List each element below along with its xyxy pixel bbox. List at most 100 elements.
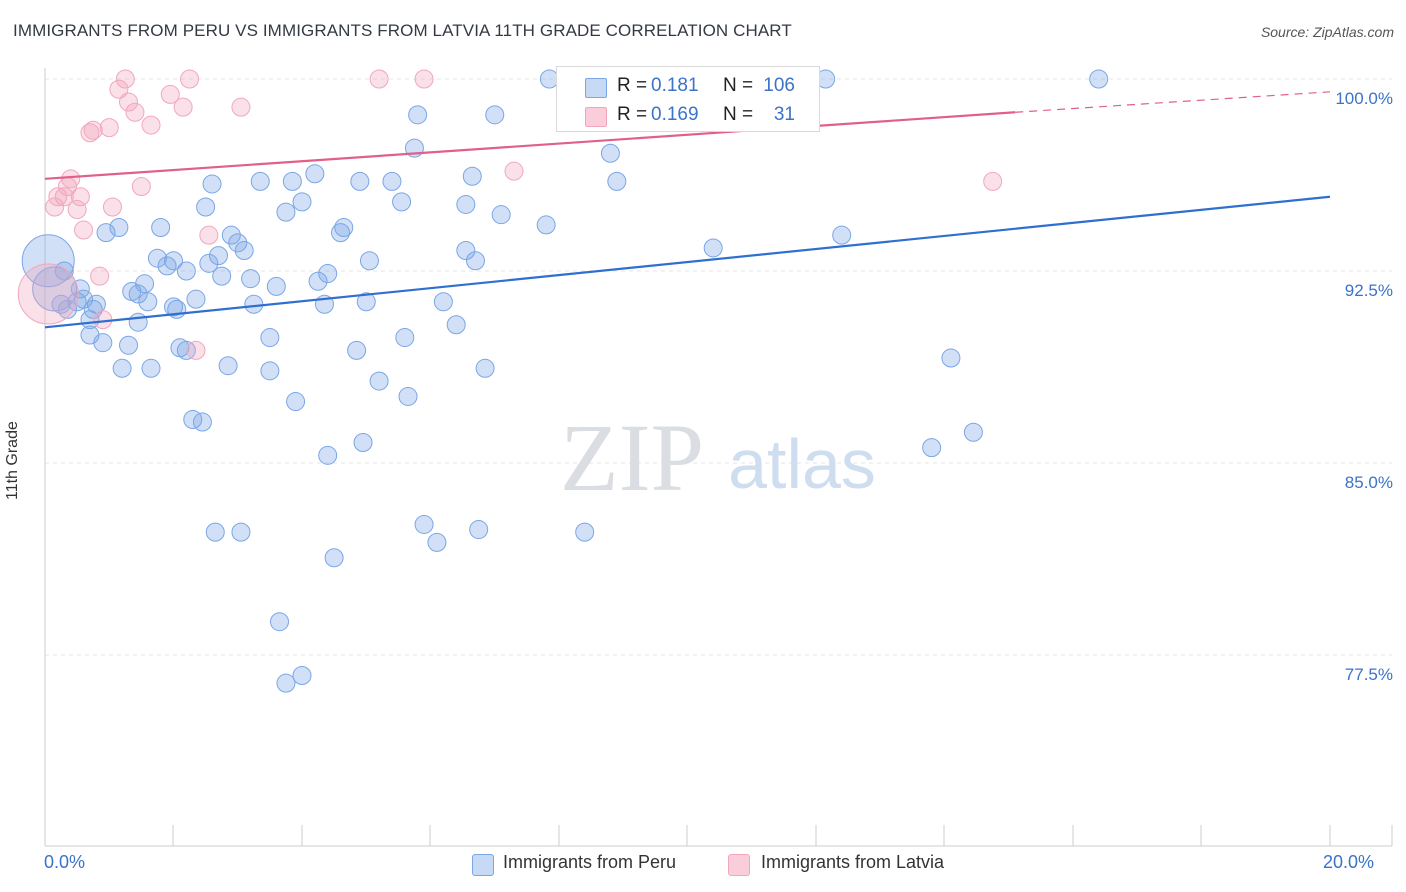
legend-n-value-peru: 106 xyxy=(763,75,795,96)
latvia-point xyxy=(48,187,68,207)
peru-point xyxy=(359,251,379,271)
latvia-point xyxy=(180,69,200,89)
latvia-point xyxy=(109,79,129,99)
peru-point xyxy=(475,358,495,378)
peru-point xyxy=(212,266,232,286)
peru-point xyxy=(74,289,94,309)
peru-point xyxy=(331,223,351,243)
peru-point xyxy=(199,253,219,273)
peru-point xyxy=(347,340,367,360)
latvia-point xyxy=(231,97,251,117)
latvia-point xyxy=(131,177,151,197)
latvia-point xyxy=(54,187,74,207)
peru-point xyxy=(186,289,206,309)
peru-point xyxy=(414,514,434,534)
peru-point xyxy=(208,246,228,266)
peru-point xyxy=(536,215,556,235)
peru-point xyxy=(21,234,75,288)
y-tick-label: 77.5% xyxy=(1345,665,1393,684)
y-axis-label: 11th Grade xyxy=(4,421,21,500)
peru-point xyxy=(600,143,620,163)
peru-point xyxy=(138,292,158,312)
latvia-point xyxy=(983,171,1003,191)
peru-point xyxy=(234,241,254,261)
peru-point xyxy=(128,312,148,332)
watermark: ZIP atlas xyxy=(560,404,876,511)
peru-point xyxy=(260,328,280,348)
peru-point xyxy=(465,251,485,271)
peru-point xyxy=(57,299,77,319)
latvia-point xyxy=(119,92,139,112)
legend-row-latvia: R = 0.169 N = 31 xyxy=(557,100,819,130)
legend-r-value-latvia: 0.169 xyxy=(651,104,699,125)
peru-point xyxy=(922,438,942,458)
latvia-point xyxy=(102,197,122,217)
legend-r-value-peru: 0.181 xyxy=(651,75,699,96)
series-swatch-latvia xyxy=(728,854,750,876)
peru-point xyxy=(382,171,402,191)
peru-point xyxy=(408,105,428,125)
peru-point xyxy=(292,665,312,685)
peru-point xyxy=(93,333,113,353)
peru-point xyxy=(228,233,248,253)
peru-point xyxy=(157,256,177,276)
peru-point xyxy=(266,276,286,296)
peru-point xyxy=(167,299,187,319)
legend-n-label: N = xyxy=(723,104,754,125)
legend-n-label: N = xyxy=(723,75,754,96)
peru-point xyxy=(469,520,489,540)
legend-row-peru: R = 0.181 N = 106 xyxy=(557,71,819,101)
peru-point xyxy=(832,225,852,245)
peru-point xyxy=(286,392,306,412)
latvia-point xyxy=(45,197,65,217)
latvia-point xyxy=(160,84,180,104)
peru-point xyxy=(446,315,466,335)
series-label-peru: Immigrants from Peru xyxy=(503,852,677,872)
peru-point xyxy=(128,284,148,304)
peru-points xyxy=(21,69,1109,693)
legend-r-label: R = xyxy=(617,75,648,96)
peru-point xyxy=(276,673,296,693)
y-tick-label: 100.0% xyxy=(1335,89,1393,108)
peru-point xyxy=(119,335,139,355)
peru-point xyxy=(462,166,482,186)
peru-point xyxy=(112,358,132,378)
peru-point xyxy=(491,205,511,225)
peru-point xyxy=(83,299,103,319)
latvia-point xyxy=(369,69,389,89)
latvia-point xyxy=(80,123,100,143)
latvia-point xyxy=(67,200,87,220)
latvia-point xyxy=(173,97,193,117)
peru-point xyxy=(147,248,167,268)
peru-point xyxy=(305,164,325,184)
latvia-point xyxy=(74,220,94,240)
peru-point xyxy=(941,348,961,368)
peru-point xyxy=(164,251,183,271)
series-swatch-peru xyxy=(472,854,494,876)
peru-point xyxy=(703,238,723,258)
legend-swatch-peru xyxy=(585,78,607,98)
latvia-point xyxy=(186,340,206,360)
latvia-point xyxy=(414,69,434,89)
peru-point xyxy=(231,522,251,542)
peru-point xyxy=(1089,69,1109,89)
latvia-trend-line xyxy=(44,111,1016,180)
peru-point xyxy=(395,328,415,348)
peru-point xyxy=(109,217,129,237)
peru-point xyxy=(324,548,344,568)
peru-point xyxy=(318,445,338,465)
latvia-point xyxy=(90,266,110,286)
y-tick-labels: 77.5% 85.0% 92.5% 100.0% xyxy=(1335,89,1393,684)
legend-n-value-latvia: 31 xyxy=(773,104,795,125)
peru-point xyxy=(456,194,476,214)
peru-point xyxy=(427,532,447,552)
peru-point xyxy=(485,105,505,125)
x-tick-label-max: 20.0% xyxy=(1323,852,1375,872)
peru-point xyxy=(392,192,412,212)
peru-point xyxy=(350,171,370,191)
series-label-latvia: Immigrants from Latvia xyxy=(761,852,945,872)
latvia-point xyxy=(61,169,81,189)
peru-point xyxy=(607,171,627,191)
peru-point xyxy=(260,361,280,381)
latvia-point xyxy=(93,310,113,330)
